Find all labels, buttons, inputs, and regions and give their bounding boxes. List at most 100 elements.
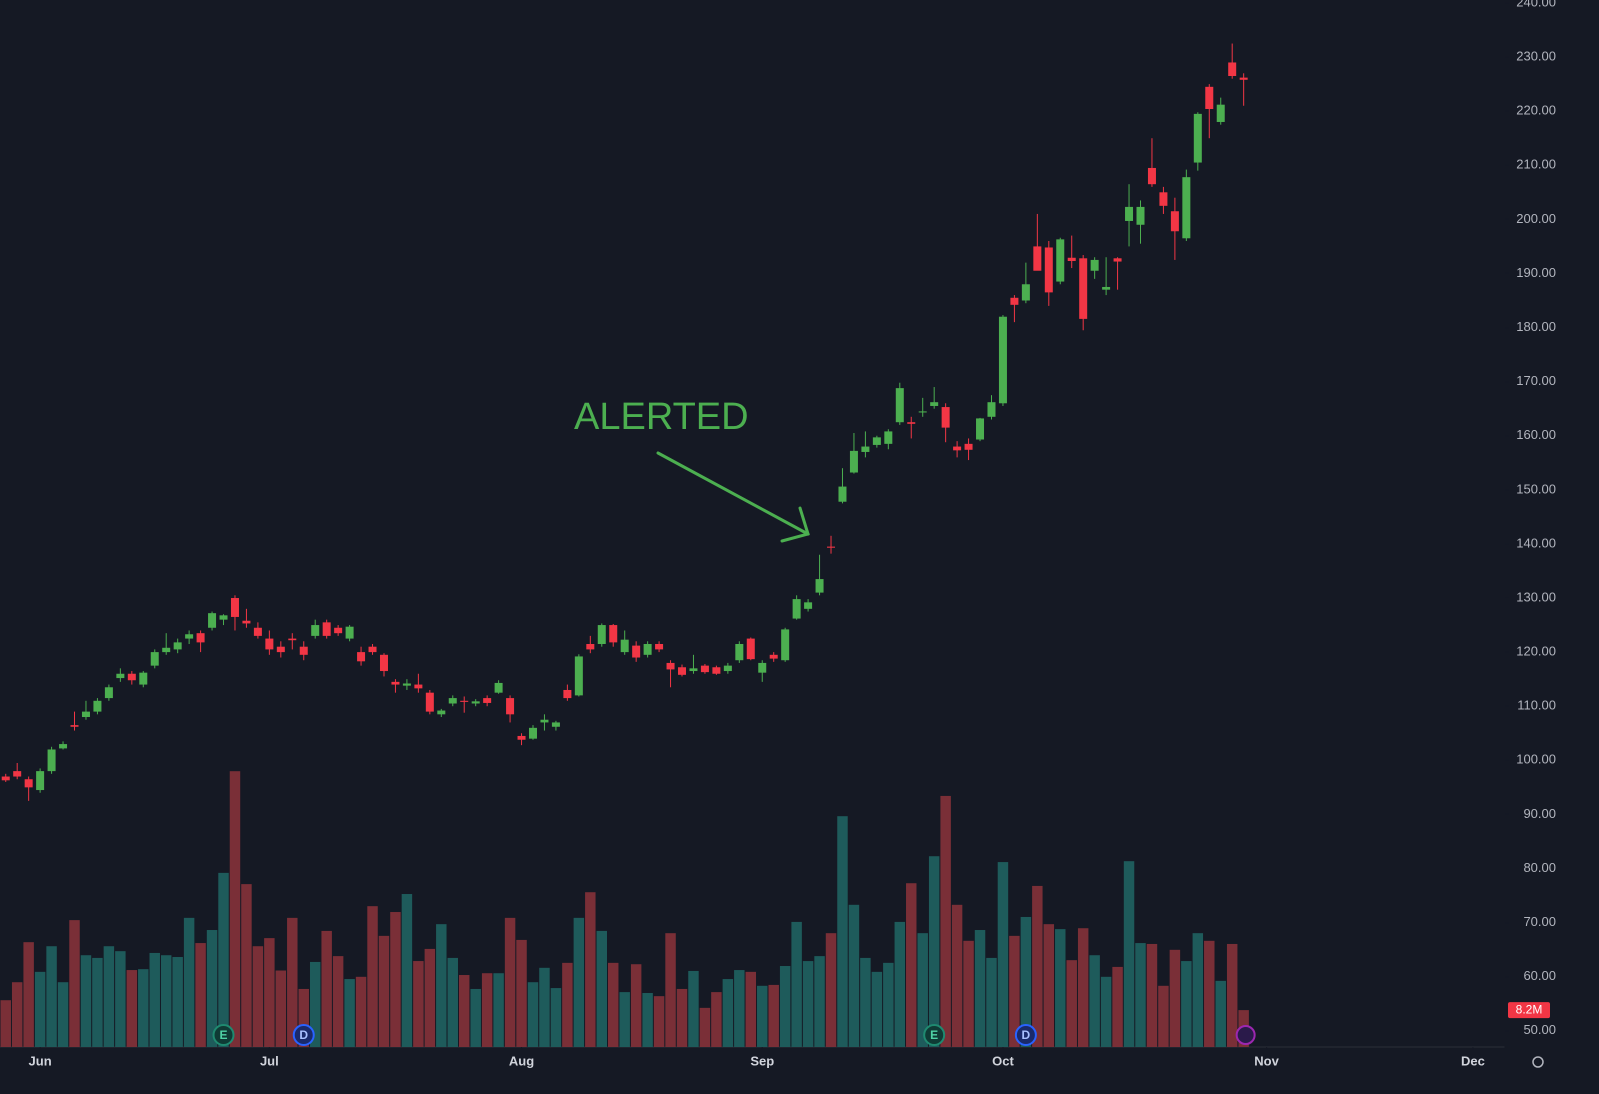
candle-body <box>208 613 217 628</box>
event-marker: D <box>292 1024 315 1046</box>
volume-bar <box>46 946 57 1047</box>
candle-body <box>1193 113 1202 163</box>
volume-bar <box>447 957 458 1047</box>
candle-body <box>414 684 423 689</box>
volume-label-box <box>1508 1002 1550 1019</box>
candle-body <box>1205 86 1214 110</box>
volume-bar <box>138 969 149 1047</box>
candle-body <box>815 579 824 593</box>
volume-bar <box>814 956 825 1047</box>
volume-bar <box>894 921 906 1047</box>
settings-icon[interactable] <box>1532 1056 1544 1068</box>
candle-body <box>81 711 90 718</box>
volume-bar <box>963 940 974 1047</box>
volume-bar <box>493 973 504 1047</box>
volume-bar <box>779 966 791 1047</box>
volume-bar <box>355 976 367 1047</box>
volume-bar <box>470 988 481 1047</box>
volume-bar <box>287 917 298 1047</box>
volume-bar <box>906 883 917 1047</box>
event-label: E <box>930 1028 938 1042</box>
candle-body <box>643 643 652 655</box>
candle-body <box>804 602 813 609</box>
candle-body <box>884 431 893 444</box>
candle-body <box>311 625 320 636</box>
candle-body <box>609 625 618 643</box>
candle-body <box>551 722 560 727</box>
candle-body <box>460 700 469 702</box>
volume-bar <box>516 939 527 1047</box>
volume-bar <box>539 967 550 1047</box>
candle-body <box>723 665 732 672</box>
candle-body <box>712 667 721 674</box>
event-label: D <box>1022 1028 1031 1042</box>
volume-bar <box>103 946 115 1047</box>
event-marker: D <box>1014 1024 1037 1046</box>
volume-bar <box>940 795 951 1047</box>
volume-bar <box>481 973 493 1047</box>
candle-body <box>13 771 22 777</box>
volume-bar <box>734 970 745 1047</box>
candle-body <box>735 643 744 661</box>
candle-body <box>907 422 916 424</box>
y-tick-label: 50.00 <box>1523 1022 1556 1037</box>
candle-body <box>953 446 962 451</box>
candle-body <box>930 402 939 406</box>
candle-body <box>24 779 33 788</box>
volume-bar <box>1215 980 1226 1047</box>
volume-bar <box>1043 924 1055 1047</box>
candle-body <box>173 642 182 650</box>
y-tick-label: 150.00 <box>1516 481 1556 496</box>
volume-bar <box>34 971 46 1047</box>
candle-body <box>1113 258 1122 262</box>
volume-bar <box>1089 955 1100 1047</box>
volume-bar <box>653 996 665 1047</box>
candle-body <box>1033 246 1042 271</box>
candle-body <box>758 662 767 673</box>
candle-body <box>276 646 285 653</box>
candle-body <box>1228 62 1237 77</box>
volume-bar <box>757 985 768 1047</box>
candle-body <box>230 598 239 617</box>
volume-bar <box>665 933 676 1047</box>
volume-bar <box>1204 940 1215 1047</box>
volume-bar <box>1020 916 1032 1047</box>
candle-body <box>792 599 801 619</box>
volume-bar <box>837 816 848 1047</box>
volume-bar <box>229 771 241 1047</box>
volume-bar <box>997 862 1009 1047</box>
volume-bar <box>424 948 436 1047</box>
y-tick-label: 140.00 <box>1516 535 1556 550</box>
y-tick-label: 240.00 <box>1516 0 1556 9</box>
volume-bar <box>275 970 287 1047</box>
candle-body <box>471 701 480 704</box>
y-tick-label: 90.00 <box>1523 806 1556 821</box>
volume-bar <box>974 930 986 1047</box>
candle-body <box>769 654 778 659</box>
volume-bar <box>115 951 126 1047</box>
candle-body <box>494 682 503 693</box>
volume-bar <box>1009 935 1020 1047</box>
candle-body <box>139 672 148 685</box>
candle-body <box>242 620 251 624</box>
volume-bar <box>1112 966 1123 1047</box>
arrow <box>656 451 810 543</box>
event-circle <box>292 1024 315 1046</box>
x-tick-label: Aug <box>509 1053 534 1068</box>
candle-body <box>150 652 159 666</box>
volume-bar <box>562 962 573 1047</box>
volume-bar <box>951 904 963 1047</box>
volume-bar <box>1226 943 1238 1047</box>
candle-body <box>895 388 904 423</box>
volume-bar <box>608 962 619 1047</box>
candle-body <box>1010 297 1019 305</box>
volume-bar <box>1192 933 1204 1047</box>
candle-body <box>964 443 973 450</box>
y-tick-label: 100.00 <box>1516 752 1556 767</box>
volume-bar <box>825 933 837 1047</box>
candle-body <box>540 719 549 723</box>
volume-bar <box>241 884 252 1047</box>
y-tick-label: 60.00 <box>1523 968 1556 983</box>
event-icon <box>1235 1025 1256 1045</box>
candle-body <box>574 656 583 696</box>
